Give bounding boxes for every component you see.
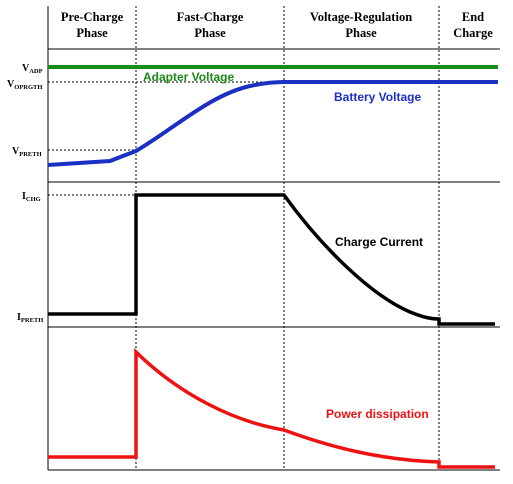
power-dissipation-curve [48,347,495,469]
y-axis-labels: VADP VOPRGTH VPRETH ICHG IPRETH [7,63,43,324]
battery-voltage-curve [47,80,498,167]
phase-2-line2: Phase [194,26,226,40]
phase-4-line2: Charge [453,26,493,40]
label-ipreth: IPRETH [17,312,43,324]
label-vadp: VADP [22,63,43,75]
label-ichg: ICHG [22,191,41,203]
frame [47,6,500,471]
power-dissipation-label: Power dissipation [326,407,429,421]
phase-2-line1: Fast-Charge [177,10,244,24]
phase-headers: Pre-Charge Phase Fast-Charge Phase Volta… [61,10,493,40]
charge-current-curve [48,193,495,326]
level-references [48,81,284,196]
phase-1-line2: Phase [76,26,108,40]
battery-voltage-label: Battery Voltage [334,90,421,104]
label-vpreth: VPRETH [12,146,42,158]
phase-3-line1: Voltage-Regulation [310,10,412,24]
label-voprgth: VOPRGTH [7,79,42,91]
adapter-voltage-label: Adapter Voltage [143,70,234,84]
charge-current-label: Charge Current [335,235,423,249]
phase-4-line1: End [462,10,484,24]
phase-1-line1: Pre-Charge [61,10,124,24]
phase-3-line2: Phase [345,26,377,40]
